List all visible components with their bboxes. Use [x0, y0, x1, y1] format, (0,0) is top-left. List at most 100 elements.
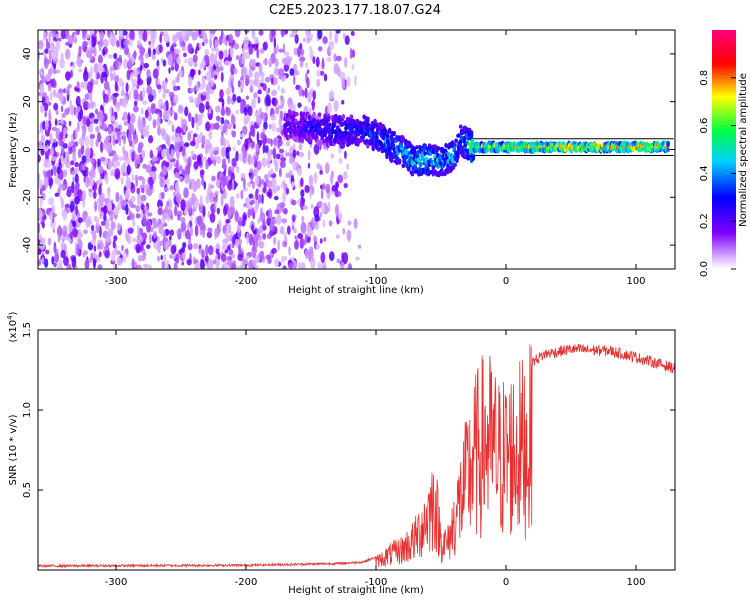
spectrogram-cell	[198, 42, 202, 50]
spectrogram-cell	[184, 58, 188, 64]
spectrogram-cell	[138, 141, 144, 149]
spectrogram-cell	[156, 146, 162, 152]
spectrogram-cell	[301, 215, 305, 223]
spectrogram-cell	[77, 148, 82, 159]
spectrogram-cell	[299, 238, 306, 247]
spectrogram-cell	[255, 236, 259, 248]
spectrogram-cell	[181, 261, 185, 266]
spectrogram-cell	[201, 135, 206, 145]
spectrogram-cell	[666, 147, 670, 153]
spectrogram-cell	[132, 105, 139, 113]
spectrogram-cell	[326, 116, 331, 122]
snr-x-label: Height of straight line (km)	[288, 585, 424, 596]
spectrogram-cell	[232, 93, 237, 102]
spectrogram-cell	[91, 165, 95, 177]
spectrogram-cell	[43, 258, 49, 268]
spectrogram-cell	[386, 133, 390, 139]
spectrogram-cell	[123, 45, 129, 56]
spectrogram-cell	[97, 62, 103, 74]
spectrogram-cell	[103, 38, 109, 48]
spectrogram-cell	[269, 229, 273, 237]
spectrogram-cell	[341, 99, 345, 105]
spectrogram-cell	[219, 89, 224, 99]
spectrogram-cell	[94, 200, 98, 212]
spectrogram-cell	[301, 89, 305, 97]
spectrogram-cell	[82, 40, 89, 47]
spectrogram-cell	[74, 87, 80, 92]
spectrogram-cell	[188, 181, 193, 190]
spectrogram-cell	[311, 99, 315, 111]
spectrogram-cell	[108, 126, 112, 134]
spectrogram-cell	[75, 95, 81, 108]
spectrogram-cell	[201, 91, 208, 96]
spectrogram-cell	[343, 56, 348, 68]
spectrogram-cell	[354, 136, 358, 141]
spectrogram-cell	[337, 67, 341, 77]
spectrogram-cell	[131, 258, 135, 269]
spectrogram-cell	[233, 67, 238, 75]
spectrogram-cell	[235, 54, 240, 61]
spectrogram-cell	[184, 142, 190, 148]
spectrogram-cell	[113, 92, 119, 97]
spectrogram-cell	[192, 54, 198, 63]
spectrogram-cell	[149, 149, 153, 159]
spectrogram-cell	[242, 177, 246, 189]
spectrogram-cell	[666, 140, 670, 148]
spectrogram-cell	[172, 34, 178, 43]
spectrogram-cell	[72, 61, 76, 69]
spectrogram-cell	[53, 30, 57, 35]
spectrogram-cell	[72, 227, 78, 238]
spectrogram-cell	[236, 223, 241, 233]
spectrogram-cell	[313, 172, 318, 184]
spectrogram-cell	[52, 69, 57, 75]
spectrogram-cell	[349, 47, 353, 59]
spectrogram-cell	[61, 112, 67, 119]
spectrogram-cell	[164, 262, 169, 269]
spectrogram-cell	[305, 30, 310, 38]
spectrogram-cell	[235, 210, 238, 220]
spectrogram-cell	[38, 69, 41, 75]
spectrogram-cell	[282, 74, 287, 81]
spectrogram-cell	[260, 132, 266, 140]
spectrogram-cell	[288, 262, 294, 269]
spectrogram-cell	[270, 77, 274, 85]
spectrogram-cell	[110, 250, 116, 263]
spectrogram-cell	[84, 259, 90, 269]
spectrogram-cell	[136, 199, 143, 206]
spectrogram-cell	[107, 158, 113, 170]
spectrogram-cell	[234, 238, 239, 249]
spectrogram-cell	[143, 263, 149, 269]
spectrogram-cell	[204, 255, 209, 263]
spectrogram-cell	[141, 87, 146, 99]
spectrogram-cell	[61, 158, 65, 169]
spectrogram-cell	[288, 103, 294, 111]
spectrogram-cell	[224, 60, 231, 66]
spectrogram-cell	[74, 196, 80, 205]
spectrogram-cell	[228, 249, 234, 256]
spectrogram-cell	[248, 171, 253, 177]
spectrogram-cell	[205, 100, 210, 110]
spectrogram-cell	[46, 169, 53, 179]
spectrogram-cell	[125, 179, 132, 190]
spectrogram-cell	[89, 48, 93, 61]
spectrogram-cell	[137, 254, 143, 262]
spectrogram-cell	[60, 52, 64, 62]
spectrogram-cell	[328, 220, 333, 227]
spectrogram-cell	[394, 138, 398, 143]
spectrogram-cell	[139, 49, 145, 57]
spectrogram-cell	[194, 113, 198, 124]
spectrogram-cell	[156, 84, 162, 90]
spectrogram-cell	[90, 252, 94, 260]
spectrogram-cell	[387, 145, 392, 151]
spectrogram-cell	[218, 97, 224, 103]
x-tick-label: 0	[503, 276, 509, 287]
spectrogram-cell	[146, 221, 151, 233]
spectrogram-cell	[249, 168, 254, 173]
spectrogram-cell	[278, 167, 282, 178]
spectrogram-cell	[189, 87, 195, 93]
spectrogram-cell	[251, 259, 257, 266]
spectrogram-cell	[38, 258, 42, 267]
spectrogram-cell	[68, 120, 72, 127]
spectrogram-cell	[44, 150, 51, 157]
spectrogram-cell	[146, 85, 153, 95]
